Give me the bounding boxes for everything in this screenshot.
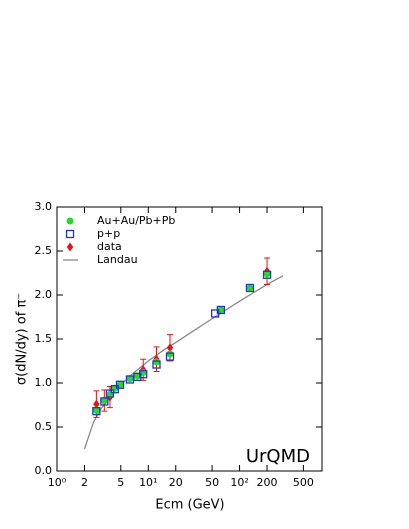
point — [262, 270, 272, 279]
y-tick-label: 1.0 — [35, 376, 53, 389]
legend-label: data — [97, 240, 122, 253]
y-tick-label: 2.5 — [35, 244, 53, 257]
point — [166, 350, 174, 358]
y-tick-label: 1.5 — [35, 332, 53, 345]
point — [165, 352, 175, 361]
legend-swatch — [66, 217, 74, 225]
x-tick-label: 2 — [81, 476, 88, 489]
y-axis-label: σ(dN/dy) of π⁻ — [15, 293, 30, 385]
point — [105, 389, 115, 398]
x-tick-label: 5 — [117, 476, 124, 489]
point — [93, 399, 100, 409]
point — [100, 397, 109, 406]
x-tick-label: 500 — [293, 476, 314, 489]
point — [245, 283, 255, 293]
point — [152, 358, 160, 366]
point — [110, 385, 119, 394]
x-axis-label: Ecm (GeV) — [155, 498, 224, 513]
x-tick-label: 50 — [205, 476, 219, 489]
y-tick-label: 0.0 — [35, 464, 53, 477]
point — [100, 397, 108, 405]
x-tick-label: 200 — [257, 476, 278, 489]
point — [152, 360, 161, 369]
y-tick-label: 0.5 — [35, 420, 53, 433]
legend-label: p+p — [97, 227, 120, 240]
y-tick-label: 2.0 — [35, 288, 53, 301]
legend-label: Landau — [97, 253, 138, 266]
point — [216, 305, 226, 315]
point — [115, 380, 125, 389]
curve — [83, 275, 284, 450]
x-tick-label: 10⁰ — [48, 476, 67, 489]
point — [133, 372, 142, 381]
x-tick-label: 10¹ — [139, 476, 157, 489]
point — [92, 407, 101, 416]
annotation: UrQMD — [246, 446, 310, 467]
point — [116, 381, 124, 389]
point — [166, 343, 174, 353]
legend-swatch — [65, 229, 75, 239]
x-tick-label: 20 — [169, 476, 183, 489]
point — [263, 270, 271, 278]
point — [139, 370, 148, 379]
legend-swatch — [66, 242, 74, 252]
point — [92, 406, 100, 414]
y-tick-label: 3.0 — [35, 200, 53, 213]
point — [126, 375, 134, 383]
point — [246, 284, 254, 292]
x-tick-label: 10² — [230, 476, 248, 489]
legend-label: Au+Au/Pb+Pb — [97, 214, 175, 227]
